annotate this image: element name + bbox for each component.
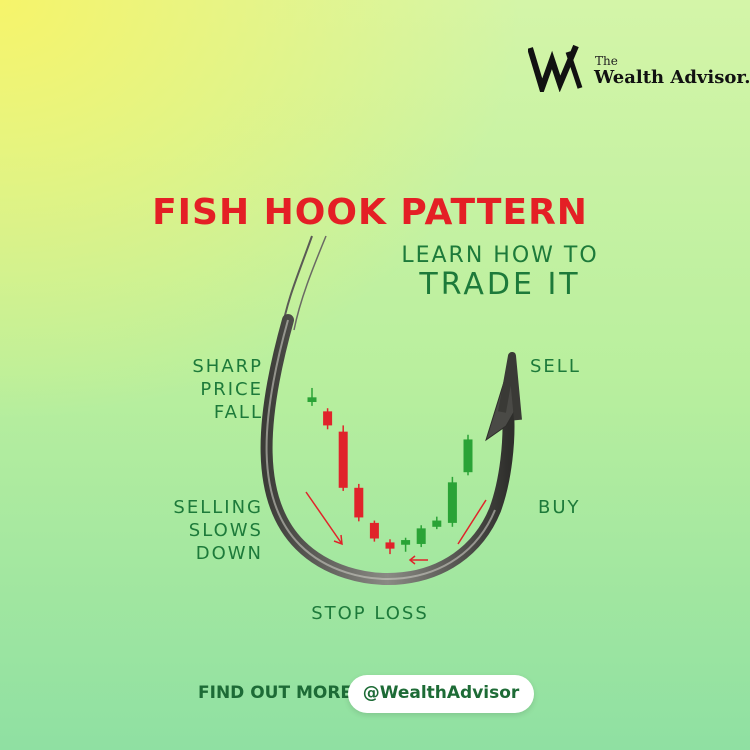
- candle-bull: [307, 387, 317, 406]
- candle-bear: [338, 425, 348, 491]
- candle-body: [463, 439, 473, 473]
- page-title: FISH HOOK PATTERN: [152, 192, 588, 233]
- label-selling-slows-down: SELLING SLOWS DOWN: [173, 497, 263, 564]
- wa-monogram-logo-icon: [528, 44, 583, 92]
- down-arrow: [305, 491, 343, 546]
- social-handle-button[interactable]: @WealthAdvisor: [348, 675, 534, 713]
- candle-body: [385, 542, 395, 549]
- candle-bear: [385, 539, 395, 555]
- stop-loss-arrow: [408, 555, 428, 565]
- brand-the: The: [595, 54, 618, 68]
- candle-body: [338, 431, 348, 488]
- candle-bull: [401, 537, 411, 552]
- candle-bull: [463, 434, 473, 476]
- label-stop-loss: STOP LOSS: [311, 603, 429, 624]
- brand-name: Wealth Advisor.: [594, 67, 750, 88]
- candle-bear: [354, 483, 364, 522]
- candle-body: [323, 411, 333, 426]
- fishing-line-2: [293, 235, 327, 331]
- fish-hook-tip: [498, 352, 522, 421]
- candle-body: [401, 540, 411, 545]
- candle-bear: [369, 520, 379, 542]
- candle-body: [447, 482, 457, 523]
- social-handle-label: @WealthAdvisor: [362, 683, 520, 703]
- candle-body: [432, 520, 442, 527]
- label-sell: SELL: [530, 356, 581, 377]
- candle-body: [416, 528, 426, 544]
- label-buy: BUY: [538, 497, 581, 518]
- candle-bull: [447, 476, 457, 527]
- candlestick-series: [307, 387, 473, 555]
- candle-bear: [323, 408, 333, 430]
- candle-bull: [432, 516, 442, 530]
- fish-hook-highlight: [265, 319, 496, 580]
- candle-bull: [416, 525, 426, 548]
- up-arrow: [457, 499, 487, 545]
- label-sharp-price-fall: SHARP PRICE FALL: [192, 356, 263, 423]
- find-out-more-text: FIND OUT MORE: [198, 683, 353, 703]
- subtitle-line-2: TRADE IT: [419, 267, 581, 302]
- candle-body: [307, 397, 317, 402]
- brand-logo: The Wealth Advisor.: [528, 44, 750, 96]
- candle-body: [369, 522, 379, 539]
- subtitle-line-1: LEARN HOW TO: [401, 243, 599, 268]
- candle-body: [354, 487, 364, 518]
